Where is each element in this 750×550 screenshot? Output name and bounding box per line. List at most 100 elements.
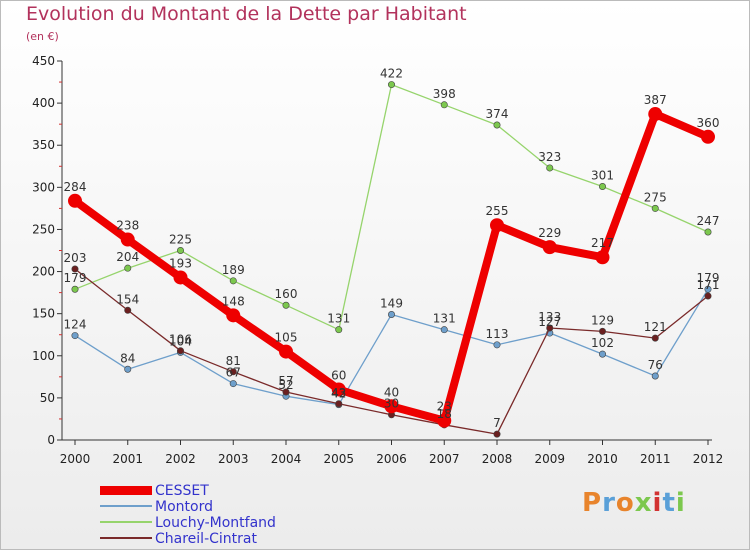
data-point-chareil-cintrat (124, 306, 132, 314)
x-tick-label: 2001 (112, 452, 143, 466)
x-tick-label: 2008 (482, 452, 513, 466)
x-tick-label: 2005 (323, 452, 354, 466)
data-point-louchy-montfand (440, 101, 448, 109)
data-point-cesset (120, 232, 135, 247)
logo-letter: r (602, 488, 616, 518)
x-tick-label: 2003 (218, 452, 249, 466)
x-tick-label: 2009 (534, 452, 565, 466)
y-tick-label: 350 (32, 138, 55, 152)
data-label-chareil-cintrat: 7 (493, 416, 501, 430)
data-point-cesset (173, 270, 188, 285)
data-point-cesset (701, 129, 715, 144)
data-label-chareil-cintrat: 30 (384, 397, 399, 411)
data-label-louchy-montfand: 301 (591, 168, 614, 182)
data-point-montord (71, 332, 79, 340)
x-tick-label: 2007 (429, 452, 460, 466)
data-label-cesset: 60 (331, 368, 346, 382)
y-tick-label: 200 (32, 265, 55, 279)
y-tick-label: 100 (32, 349, 55, 363)
data-point-chareil-cintrat (704, 292, 712, 300)
data-label-cesset: 105 (275, 331, 298, 345)
data-label-cesset: 217 (591, 236, 614, 250)
y-tick-label: 150 (32, 307, 55, 321)
logo-letter: t (662, 488, 676, 518)
logo-letter: o (615, 488, 635, 518)
data-label-chareil-cintrat: 106 (169, 333, 192, 347)
data-label-cesset: 229 (538, 226, 561, 240)
data-point-chareil-cintrat (229, 368, 237, 376)
data-point-cesset (226, 308, 241, 323)
data-point-chareil-cintrat (282, 388, 290, 396)
data-label-louchy-montfand: 374 (486, 107, 509, 121)
data-point-cesset (279, 344, 293, 359)
data-label-chareil-cintrat: 171 (697, 278, 720, 292)
x-tick-label: 2002 (165, 452, 196, 466)
logo-letter: P (582, 488, 603, 518)
legend-label-cesset: CESSET (155, 483, 209, 499)
data-label-montord: 113 (486, 327, 509, 341)
data-label-chareil-cintrat: 203 (64, 251, 87, 265)
data-point-cesset (490, 218, 504, 233)
data-label-cesset: 284 (64, 180, 87, 194)
data-point-chareil-cintrat (546, 324, 554, 332)
data-label-louchy-montfand: 275 (644, 190, 667, 204)
logo-letter: x (634, 488, 653, 518)
data-point-montord (387, 311, 395, 319)
data-point-louchy-montfand (177, 247, 185, 255)
legend-swatch-cesset (100, 486, 152, 495)
data-label-montord: 84 (120, 351, 135, 365)
x-tick-label: 2010 (587, 452, 618, 466)
data-label-louchy-montfand: 323 (538, 150, 561, 164)
data-label-montord: 179 (697, 271, 720, 285)
data-label-cesset: 23 (437, 400, 452, 414)
data-point-chareil-cintrat (651, 334, 659, 342)
data-label-cesset: 193 (169, 256, 192, 270)
data-label-cesset: 148 (222, 294, 245, 308)
data-label-montord: 124 (64, 318, 87, 332)
data-point-cesset (595, 250, 610, 265)
chart-subtitle: (en €) (26, 30, 59, 43)
proxiti-logo: Proxiti (582, 488, 686, 518)
data-label-montord: 127 (538, 315, 561, 329)
logo-letter: i (652, 488, 663, 518)
data-point-louchy-montfand (282, 301, 290, 309)
data-point-montord (124, 365, 132, 373)
data-label-montord: 104 (169, 334, 192, 348)
data-point-montord (440, 326, 448, 334)
y-tick-label: 450 (32, 54, 55, 68)
data-label-louchy-montfand: 398 (433, 87, 456, 101)
data-point-louchy-montfand (335, 326, 343, 334)
logo-letter: i (675, 488, 686, 518)
x-tick-label: 2006 (376, 452, 407, 466)
legend-swatch-louchy-montfand (100, 521, 152, 523)
data-label-cesset: 255 (486, 204, 509, 218)
data-point-louchy-montfand (229, 277, 237, 285)
x-tick-label: 2011 (640, 452, 671, 466)
y-tick-label: 300 (32, 180, 55, 194)
data-label-chareil-cintrat: 81 (226, 354, 241, 368)
data-label-louchy-montfand: 422 (380, 67, 403, 81)
data-label-cesset: 40 (384, 385, 399, 399)
data-point-louchy-montfand (493, 121, 501, 129)
data-label-louchy-montfand: 131 (327, 312, 350, 326)
data-point-montord (598, 350, 606, 358)
data-label-chareil-cintrat: 133 (538, 310, 561, 324)
data-label-montord: 102 (591, 336, 614, 350)
data-label-chareil-cintrat: 57 (278, 374, 293, 388)
data-label-louchy-montfand: 225 (169, 233, 192, 247)
data-point-chareil-cintrat (493, 430, 501, 438)
data-label-chareil-cintrat: 121 (644, 320, 667, 334)
data-point-montord (651, 372, 659, 380)
series-line-louchy-montfand (74, 83, 709, 331)
data-point-cesset (648, 107, 663, 122)
data-point-louchy-montfand (71, 285, 79, 293)
data-label-chareil-cintrat: 43 (331, 386, 346, 400)
data-point-chareil-cintrat (177, 347, 185, 355)
data-label-chareil-cintrat: 129 (591, 313, 614, 327)
data-point-chareil-cintrat (335, 400, 343, 408)
data-point-cesset (542, 240, 557, 255)
legend-swatch-montord (100, 505, 152, 507)
data-label-louchy-montfand: 189 (222, 263, 245, 277)
data-point-cesset (384, 399, 399, 414)
